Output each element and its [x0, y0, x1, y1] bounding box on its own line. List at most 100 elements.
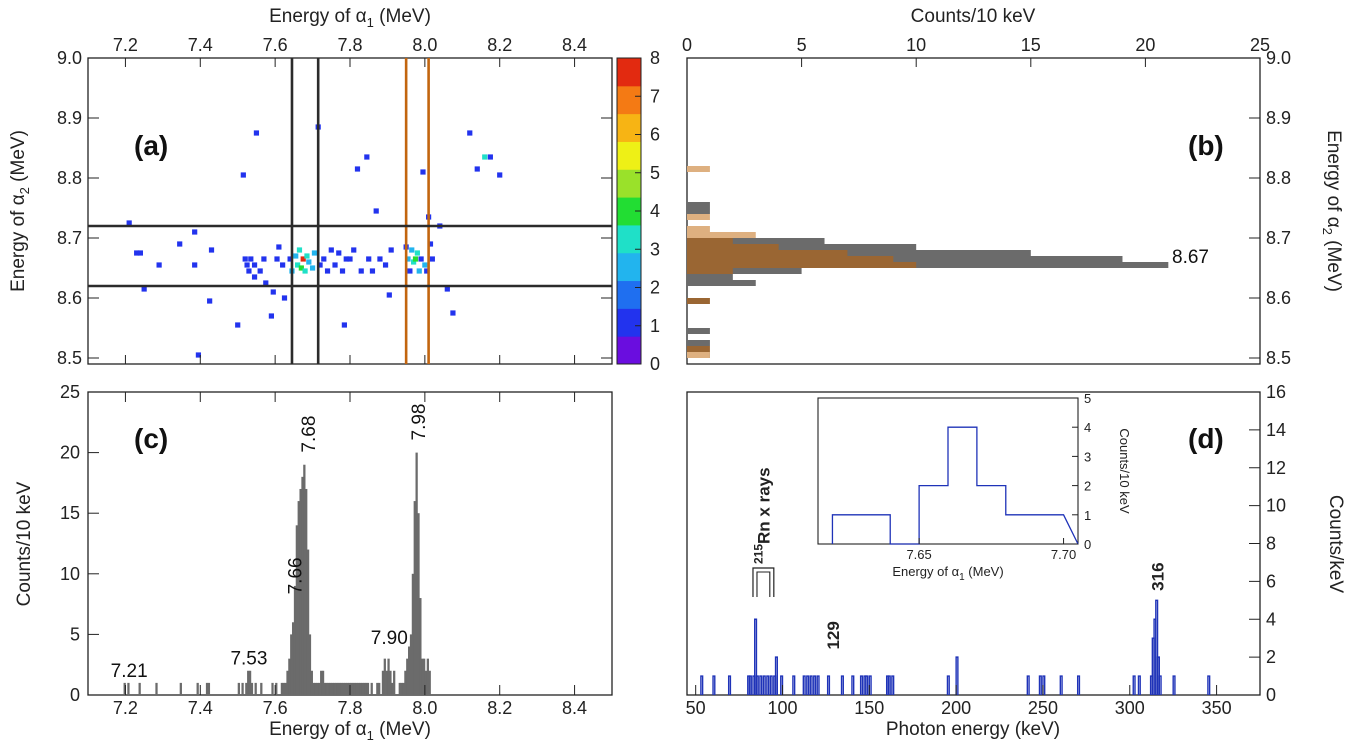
bar-tan [687, 214, 710, 220]
histogram-bar [400, 682, 403, 695]
panel-d-label: (d) [1188, 423, 1224, 454]
bar-tan [687, 352, 710, 358]
spectrum-bin [762, 675, 766, 695]
heatmap-cell [317, 262, 323, 268]
y-tick-label: 9.0 [1266, 48, 1291, 68]
xray-label: 215Rn x rays [751, 467, 773, 564]
histogram-bar [288, 658, 291, 695]
bar-gray [687, 340, 710, 346]
panel-a-ylabel: Energy of α2 (MeV) [8, 130, 32, 292]
histogram-bar [327, 682, 330, 695]
histogram-bar [411, 573, 415, 695]
panel-b-xlabel: Counts/10 keV [911, 6, 1036, 27]
heatmap-cell [195, 352, 202, 358]
heatmap-cell [192, 229, 198, 235]
heatmap-cell [177, 241, 183, 247]
x-tick-label: 7.6 [263, 698, 288, 718]
bar-tan [687, 166, 710, 172]
xray-bracket-line [752, 567, 775, 597]
x-tick-label: 8.2 [487, 698, 512, 718]
histogram-bar [286, 670, 289, 695]
heatmap-cell [429, 256, 435, 262]
heatmap-cell [235, 322, 241, 328]
heatmap-cell [332, 262, 338, 268]
heatmap-cell [354, 166, 361, 172]
x-tick-label: 100 [767, 698, 797, 718]
y-tick-label: 0 [70, 685, 80, 705]
bar-gray [687, 256, 1123, 262]
heatmap-cell [328, 247, 334, 253]
spectrum-bin [887, 675, 891, 695]
y-tick-label: 10 [60, 564, 80, 584]
colorbar-segment [617, 280, 641, 309]
heatmap-cell [388, 247, 394, 253]
rn-xray-bracket: 215Rn x rays [751, 467, 775, 597]
x-tick-label: 7.2 [113, 698, 138, 718]
histogram-bar [314, 682, 317, 695]
colorbar-tick-label: 6 [650, 125, 660, 145]
heatmap-cell [409, 247, 415, 253]
histogram-bar [245, 682, 248, 695]
inset-y-tick-label: 2 [1084, 479, 1091, 494]
histogram-bar [325, 682, 328, 695]
heatmap-cell [270, 289, 276, 295]
histogram-bar [275, 682, 278, 695]
histogram-bar [323, 682, 327, 695]
panel-b-frame [686, 57, 1261, 365]
heatmap-cell [242, 256, 248, 262]
x-tick-label: 25 [1250, 35, 1270, 55]
spectrum-bin [813, 675, 817, 695]
heatmap-cell [405, 256, 411, 262]
colorbar-segment [617, 336, 641, 365]
histogram-bar [406, 658, 409, 695]
y-tick-label: 0 [1266, 685, 1276, 705]
peak-label: 316 [1149, 562, 1168, 590]
histogram-bar [329, 682, 332, 695]
histogram-bar [398, 682, 401, 695]
histogram-bar [260, 682, 263, 695]
colorbar-segment [617, 141, 641, 170]
spectrum-bin [891, 675, 895, 695]
heatmap-cell [253, 130, 260, 136]
panel-b-label: (b) [1188, 130, 1224, 161]
histogram-bar [353, 682, 357, 695]
heatmap-cell [192, 262, 198, 268]
histogram-bar [413, 501, 416, 695]
heatmap-cell [341, 322, 347, 328]
y-tick-label: 10 [1266, 496, 1286, 516]
heatmap-cell [411, 259, 417, 265]
histogram-bar [155, 682, 158, 695]
x-tick-label: 10 [906, 35, 926, 55]
heatmap-cell [208, 247, 215, 253]
spectrum-bin [806, 675, 810, 695]
inset-y-tick-label: 0 [1084, 537, 1091, 552]
bar-gray [687, 280, 756, 286]
colorbar-tick-label: 7 [650, 86, 660, 106]
heatmap-cell [274, 256, 280, 262]
histogram-bar [336, 682, 340, 695]
heatmap-cell [137, 250, 143, 256]
heatmap-cell [156, 262, 162, 268]
heatmap-cell [482, 154, 488, 160]
xray-bracket-inner [756, 571, 771, 597]
heatmap-cell [246, 268, 252, 274]
bar-gray [687, 202, 710, 208]
colorbar-segment [617, 252, 641, 282]
x-tick-label: 7.8 [337, 35, 362, 55]
heatmap-cell [336, 250, 342, 256]
histogram-bar [350, 682, 353, 695]
y-tick-label: 16 [1266, 382, 1286, 402]
heatmap-cell [268, 313, 274, 319]
histogram-bar [312, 682, 315, 695]
y-tick-label: 8.5 [57, 348, 82, 368]
x-tick-label: 8.4 [562, 698, 587, 718]
heatmap-cell [497, 172, 503, 178]
colorbar-tick-label: 3 [650, 239, 660, 259]
histogram-bar [419, 598, 422, 695]
histogram-bar [378, 682, 381, 695]
histogram-bar [421, 658, 424, 695]
peak-label: 7.68 [299, 416, 320, 453]
panel-d-xlabel: Photon energy (keV) [886, 719, 1060, 740]
bar-brown [687, 250, 848, 256]
